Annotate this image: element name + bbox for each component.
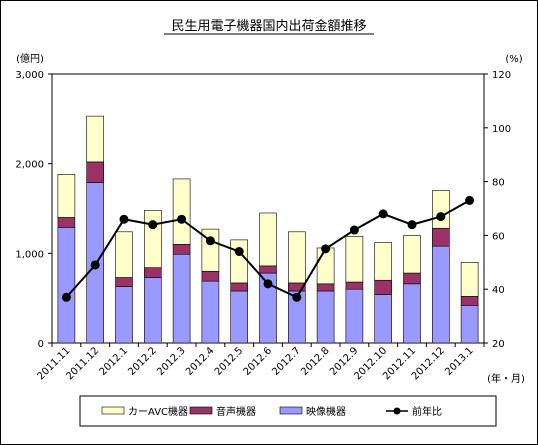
right-axis-unit: (%) (505, 54, 522, 65)
legend-label: 音声機器 (216, 405, 256, 418)
bar-segment-series-2 (115, 231, 133, 278)
yoy-point (465, 195, 475, 205)
legend-swatch (101, 406, 125, 415)
x-tick-label: 2012.6 (242, 345, 275, 378)
left-tick-label: 3,000 (15, 70, 44, 81)
bar-segment-series-2 (287, 231, 306, 284)
yoy-point (378, 209, 388, 219)
x-tick-label: 2012.3 (155, 345, 188, 378)
plot-area: 01,0002,0003,000204060801001202011.11201… (15, 70, 511, 382)
x-tick-label: 2012.7 (270, 345, 303, 378)
bar-segment-series-0 (345, 288, 364, 344)
bar-segment-series-1 (374, 279, 393, 295)
left-axis-unit: (億円) (16, 52, 44, 65)
bar-segment-series-0 (403, 283, 421, 344)
bar-segment-series-0 (230, 290, 248, 344)
yoy-point (148, 220, 158, 230)
bar-segment-series-1 (431, 227, 450, 247)
left-tick-label: 0 (38, 339, 44, 350)
bar-segment-series-2 (57, 174, 76, 218)
legend-swatch (279, 406, 303, 415)
right-tick-label: 100 (492, 124, 511, 135)
bar-segment-series-2 (374, 242, 393, 281)
x-tick-label: 2012.8 (299, 345, 332, 378)
legend-label: 前年比 (412, 405, 442, 418)
bar-segment-series-2 (259, 212, 277, 267)
chart-title: 民生用電子機器国内出荷金額推移 (171, 18, 366, 34)
legend-label: 映像機器 (306, 405, 346, 418)
right-tick-label: 40 (492, 285, 505, 296)
bar-segment-series-0 (316, 290, 335, 344)
x-tick-label: 2013.1 (443, 345, 476, 378)
legend-swatch (189, 406, 213, 415)
yoy-point (90, 260, 100, 270)
bar-segment-series-0 (115, 286, 133, 344)
yoy-point (205, 236, 215, 246)
bar-segment-series-2 (403, 235, 421, 274)
bar-segment-series-2 (431, 190, 450, 229)
x-tick-label: 2012.2 (126, 345, 159, 378)
bar-segment-series-1 (316, 283, 335, 292)
bar-segment-series-0 (431, 245, 450, 344)
legend: カーAVC機器 音声機器 映像機器 前年比 (79, 395, 497, 427)
bar-segment-series-2 (345, 235, 364, 283)
bar-segment-series-2 (230, 239, 248, 284)
bar-segment-series-1 (144, 267, 162, 278)
x-tick-label: 2012.1 (98, 345, 131, 378)
right-tick-label: 80 (492, 178, 505, 189)
bar-segment-series-1 (172, 244, 191, 255)
yoy-point (177, 214, 187, 224)
bar-segment-series-1 (345, 281, 364, 290)
bar-segment-series-0 (201, 280, 220, 344)
bar-segment-series-0 (374, 294, 393, 344)
bar-segment-series-2 (460, 261, 479, 297)
yoy-point (349, 225, 359, 235)
bar-segment-series-1 (115, 277, 133, 287)
x-tick-label: 2012.5 (213, 345, 246, 378)
bar-segment-series-1 (230, 282, 248, 292)
bar-segment-series-0 (144, 277, 162, 344)
left-tick-label: 2,000 (15, 160, 44, 171)
yoy-point (436, 212, 446, 222)
yoy-point (234, 247, 244, 257)
bar-segment-series-1 (259, 265, 277, 274)
yoy-point (263, 279, 273, 289)
bar-segment-series-1 (57, 217, 76, 228)
yoy-point (292, 292, 302, 302)
bar-segment-series-2 (144, 209, 162, 268)
bar-segment-series-0 (172, 253, 191, 344)
left-tick-label: 1,000 (15, 249, 44, 260)
bar-segment-series-1 (201, 270, 220, 282)
legend-label: カーAVC機器 (128, 405, 188, 418)
bar-segment-series-2 (172, 178, 191, 245)
x-tick-label: 2012.4 (184, 345, 217, 378)
right-tick-label: 120 (492, 70, 511, 81)
right-tick-label: 60 (492, 231, 505, 242)
yoy-point (321, 244, 331, 254)
bar-segment-series-1 (403, 272, 421, 285)
right-tick-label: 20 (492, 339, 505, 350)
bar-segment-series-0 (460, 305, 479, 344)
bar-segment-series-0 (57, 227, 76, 344)
x-axis-unit: (年・月) (487, 372, 525, 385)
yoy-point (407, 220, 417, 230)
yoy-point (61, 292, 71, 302)
bar-segment-series-1 (86, 161, 104, 183)
bar-segment-series-2 (86, 115, 104, 163)
bar-segment-series-1 (460, 296, 479, 306)
yoy-point (119, 214, 129, 224)
legend-line-marker (393, 407, 401, 415)
